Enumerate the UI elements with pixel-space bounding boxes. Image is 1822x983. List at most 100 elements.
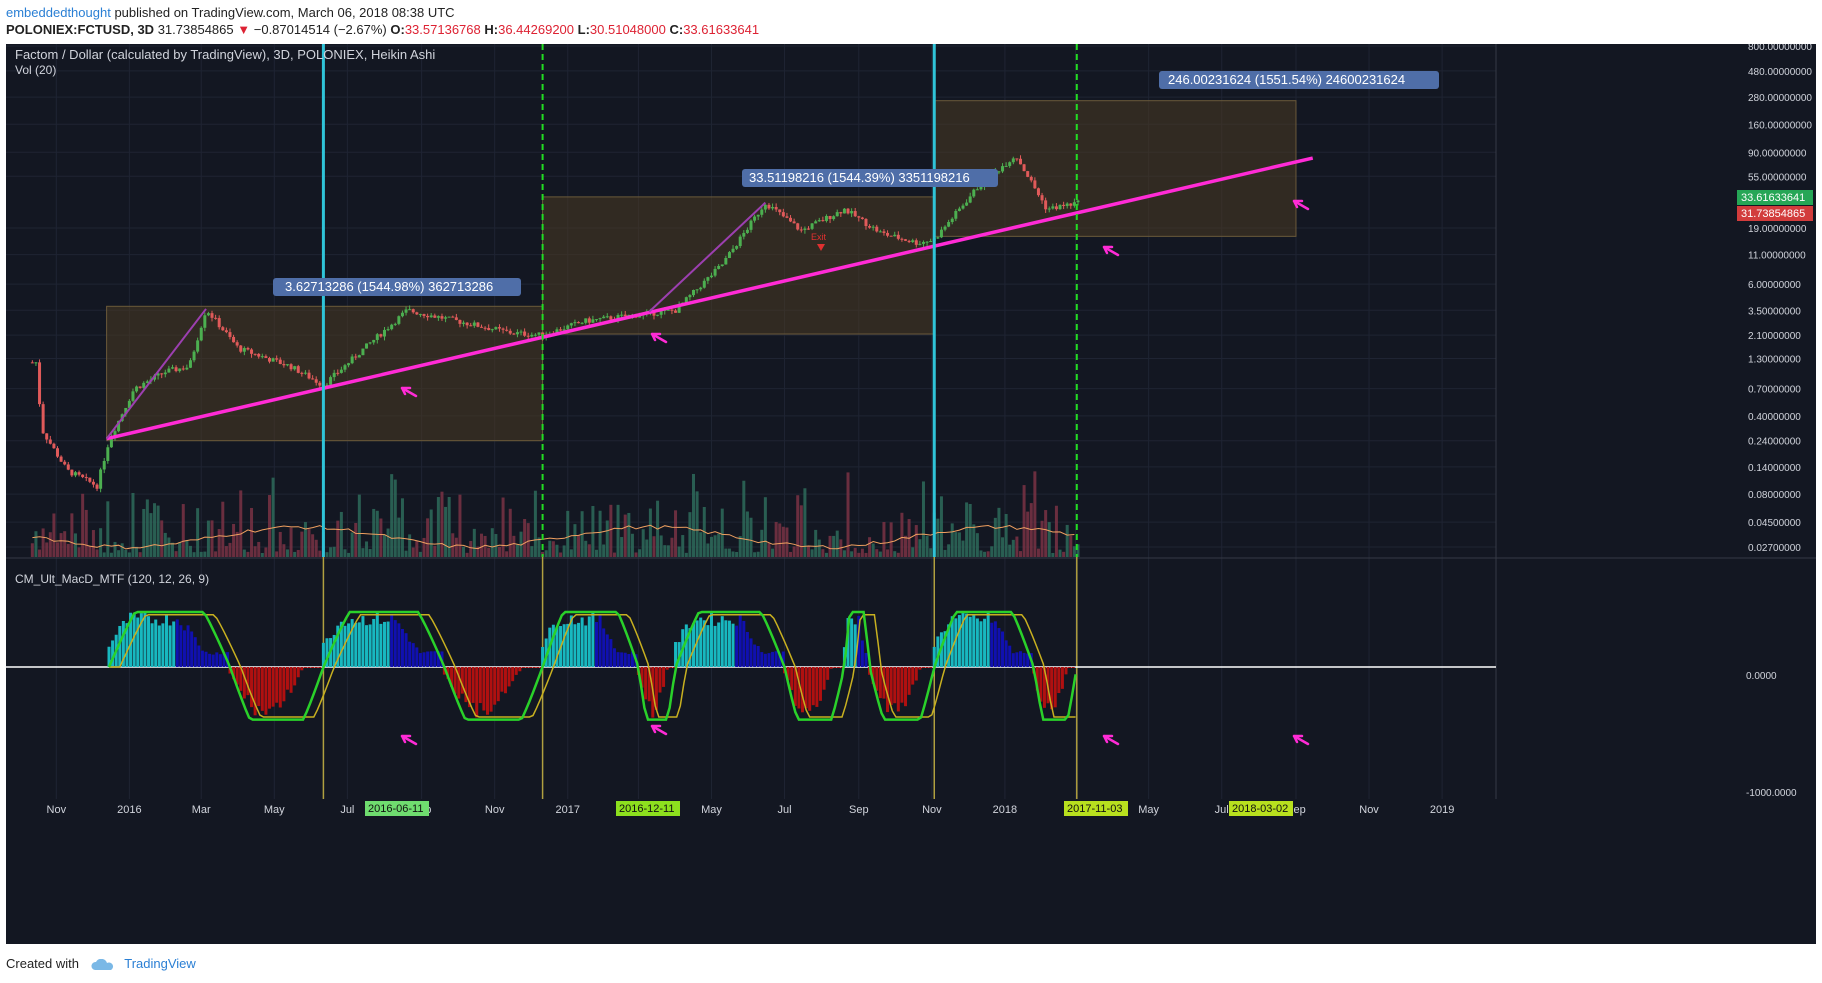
candle-body [889, 235, 893, 237]
volume-bar [677, 546, 681, 557]
candle-body [526, 335, 530, 337]
macd-histogram-bar [372, 618, 376, 667]
x-tick-label: Jul [1215, 804, 1229, 816]
macd-histogram-bar [864, 652, 868, 667]
macd-histogram-bar [422, 652, 426, 667]
macd-histogram-bar [990, 622, 994, 667]
candle-body [738, 236, 742, 247]
x-tick-label: Nov [47, 804, 67, 816]
volume-bar [250, 507, 254, 557]
candle-body [38, 362, 42, 405]
candle-body [717, 265, 721, 269]
macd-histogram-bar [193, 637, 197, 667]
macd-histogram-bar [921, 667, 925, 668]
candle-body [1011, 158, 1015, 163]
volume-bar [494, 534, 498, 557]
tradingview-link[interactable]: TradingView [124, 956, 196, 971]
macd-histogram-bar [562, 624, 566, 667]
volume-bar [756, 551, 760, 557]
candle-body [569, 323, 573, 326]
candle-body [763, 204, 767, 210]
candle-body [1001, 166, 1005, 172]
candle-body [188, 360, 192, 368]
candle-body [181, 368, 185, 370]
macd-histogram-bar [235, 667, 239, 685]
macd-histogram-bar [446, 667, 450, 679]
candle-body [372, 339, 376, 343]
volume-bar [138, 552, 142, 557]
volume-bar [433, 545, 437, 557]
pink-arrow-icon [1102, 245, 1120, 257]
macd-histogram-bar [904, 667, 908, 707]
candle-body [458, 319, 462, 324]
candle-body [699, 287, 703, 290]
candle-body [803, 228, 807, 230]
candle-body [379, 334, 383, 337]
candle-body [602, 316, 606, 319]
volume-bar [501, 497, 505, 557]
candle-body [239, 345, 243, 352]
volume-bar [232, 523, 236, 557]
volume-bar [864, 552, 868, 557]
y-tick-label: 19.00000000 [1748, 224, 1807, 235]
candle-body [623, 314, 627, 317]
macd-histogram-bar [1057, 667, 1061, 694]
volume-bar [1051, 552, 1055, 557]
macd-histogram-bar [1001, 631, 1005, 667]
volume-bar [339, 511, 343, 557]
macd-label: CM_Ult_MacD_MTF (120, 12, 26, 9) [15, 572, 209, 586]
x-tick-label: Nov [1359, 804, 1379, 816]
volume-bar [347, 552, 351, 557]
volume-bar [753, 552, 757, 557]
macd-histogram-bar [778, 654, 782, 667]
macd-histogram-bar [347, 623, 351, 667]
macd-histogram-bar [386, 621, 390, 667]
volume-bar [929, 548, 933, 557]
candle-body [88, 477, 92, 482]
volume-bar [275, 551, 279, 557]
macd-histogram-bar [932, 646, 936, 667]
volume-bar [860, 548, 864, 557]
volume-bar [1001, 537, 1005, 557]
volume-bar [979, 550, 983, 557]
chart-canvas[interactable]: 800.00000000 480.00000000 280.00000000 160.… [6, 42, 1816, 944]
candle-body [30, 362, 34, 364]
exit-annotation: Exit [811, 232, 827, 242]
volume-bar [681, 535, 685, 557]
candle-body [250, 349, 254, 354]
volume-bar [436, 497, 440, 557]
macd-histogram-bar [749, 638, 753, 667]
candle-body [1004, 165, 1008, 167]
y-tick-label: 160.00000000 [1748, 120, 1812, 131]
candle-body [760, 209, 764, 215]
volume-bar [109, 552, 113, 557]
author-link[interactable]: embeddedthought [6, 5, 111, 20]
volume-bar [760, 529, 764, 557]
macd-histogram-bar [397, 623, 401, 667]
chart-frame[interactable]: 800.00000000 480.00000000 280.00000000 160.… [6, 42, 1816, 944]
candle-body [390, 324, 394, 330]
macd-histogram-bar [983, 618, 987, 667]
macd-histogram-bar [709, 612, 713, 667]
macd-histogram-bar [253, 667, 257, 716]
macd-histogram-bar [731, 623, 735, 667]
axes: 800.00000000 480.00000000 280.00000000 160.… [6, 42, 1816, 821]
macd-histogram-bar [457, 667, 461, 699]
macd-histogram-bar [514, 667, 518, 675]
volume-bar [160, 520, 164, 557]
macd-histogram-bar [321, 642, 325, 667]
candle-body [904, 239, 908, 241]
macd-histogram-bar [375, 612, 379, 667]
volume-bar [1018, 551, 1022, 557]
macd-histogram-bar [1071, 667, 1075, 668]
macd-histogram-bar [654, 667, 658, 710]
volume-bar [84, 509, 88, 557]
candle-body [842, 208, 846, 214]
macd-histogram-bar [278, 667, 282, 708]
candle-body [124, 407, 128, 415]
date-badge-4 [1229, 801, 1293, 816]
volume-bar [490, 528, 494, 557]
macd-histogram-bar [282, 667, 286, 702]
volume-bar [774, 521, 778, 557]
rise-line [105, 308, 207, 440]
